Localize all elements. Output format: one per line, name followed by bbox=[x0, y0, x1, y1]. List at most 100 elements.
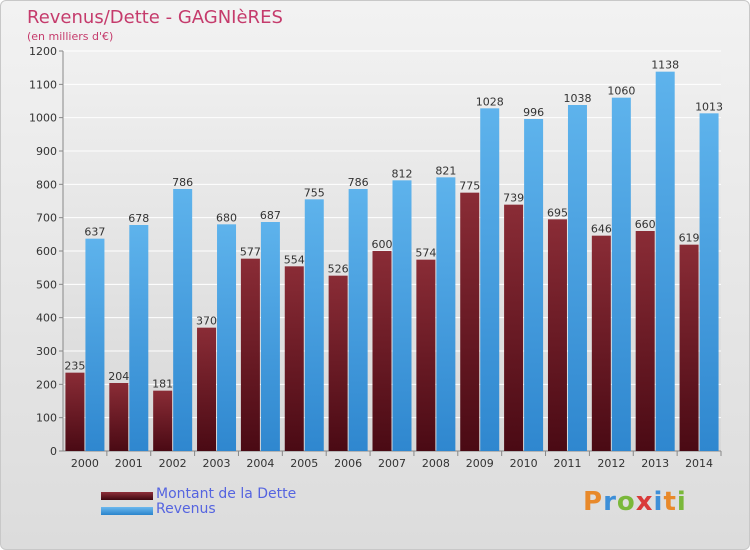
bar-dette-2009 bbox=[460, 192, 480, 451]
bar-revenus-2005 bbox=[304, 199, 324, 451]
value-label-dette-2014: 619 bbox=[679, 232, 700, 245]
y-tick-label-1200: 1200 bbox=[29, 45, 57, 58]
bar-dette-2000 bbox=[65, 372, 85, 451]
value-label-dette-2000: 235 bbox=[64, 360, 85, 373]
y-tick-label-600: 600 bbox=[36, 245, 57, 258]
bar-revenus-2013 bbox=[655, 71, 675, 452]
proxiti-logo: Proxiti bbox=[583, 487, 687, 517]
y-tick-label-1100: 1100 bbox=[29, 78, 57, 91]
value-label-dette-2011: 695 bbox=[547, 206, 568, 219]
bar-revenus-2008 bbox=[436, 177, 456, 452]
bar-revenus-2006 bbox=[348, 189, 368, 451]
bar-dette-2007 bbox=[372, 251, 392, 451]
y-tick-label-100: 100 bbox=[36, 412, 57, 425]
value-label-dette-2012: 646 bbox=[591, 223, 612, 236]
logo-letter: o bbox=[616, 487, 636, 517]
value-label-revenus-2013: 1138 bbox=[651, 59, 679, 72]
y-tick-label-900: 900 bbox=[36, 145, 57, 158]
x-tick-label-2014: 2014 bbox=[685, 457, 713, 470]
x-tick-label-2002: 2002 bbox=[159, 457, 187, 470]
bar-dette-2004 bbox=[240, 258, 260, 451]
value-label-revenus-2006: 786 bbox=[348, 176, 369, 189]
value-label-dette-2002: 181 bbox=[152, 378, 173, 391]
x-tick-label-2003: 2003 bbox=[203, 457, 231, 470]
value-label-revenus-2010: 996 bbox=[523, 106, 544, 119]
value-label-dette-2010: 739 bbox=[503, 192, 524, 205]
value-label-revenus-2008: 821 bbox=[435, 164, 456, 177]
bar-revenus-2011 bbox=[567, 105, 587, 451]
value-label-dette-2004: 577 bbox=[240, 246, 261, 259]
x-tick-label-2007: 2007 bbox=[378, 457, 406, 470]
bar-dette-2011 bbox=[547, 219, 567, 451]
chart-subtitle: (en milliers d'€) bbox=[27, 30, 114, 43]
value-label-dette-2003: 370 bbox=[196, 315, 217, 328]
value-label-revenus-2004: 687 bbox=[260, 209, 281, 222]
bar-revenus-2014 bbox=[699, 113, 719, 451]
value-label-revenus-2007: 812 bbox=[392, 167, 413, 180]
value-label-revenus-2001: 678 bbox=[128, 212, 149, 225]
value-label-dette-2013: 660 bbox=[635, 218, 656, 231]
x-tick-label-2006: 2006 bbox=[334, 457, 362, 470]
chart-title: Revenus/Dette - GAGNIèRES bbox=[27, 7, 283, 28]
y-tick-label-800: 800 bbox=[36, 178, 57, 191]
value-label-dette-2009: 775 bbox=[459, 180, 480, 193]
logo-letter: x bbox=[635, 487, 654, 517]
x-tick-label-2012: 2012 bbox=[597, 457, 625, 470]
x-tick-label-2004: 2004 bbox=[246, 457, 274, 470]
value-label-revenus-2011: 1038 bbox=[563, 92, 591, 105]
bar-dette-2008 bbox=[416, 259, 436, 451]
bar-revenus-2012 bbox=[611, 97, 631, 452]
x-tick-label-2011: 2011 bbox=[553, 457, 581, 470]
logo-letter: i bbox=[676, 487, 687, 517]
bar-dette-2006 bbox=[328, 275, 348, 451]
logo-letter: r bbox=[603, 487, 617, 517]
value-label-revenus-2012: 1060 bbox=[607, 85, 635, 98]
value-label-revenus-2000: 637 bbox=[84, 226, 105, 239]
value-label-dette-2005: 554 bbox=[284, 253, 305, 266]
value-label-dette-2007: 600 bbox=[372, 238, 393, 251]
bar-revenus-2001 bbox=[129, 225, 149, 451]
bar-dette-2013 bbox=[635, 231, 655, 451]
x-tick-label-2008: 2008 bbox=[422, 457, 450, 470]
bar-dette-2005 bbox=[284, 266, 304, 451]
bar-dette-2010 bbox=[504, 204, 524, 451]
x-tick-label-2000: 2000 bbox=[71, 457, 99, 470]
y-tick-label-700: 700 bbox=[36, 212, 57, 225]
x-tick-label-2010: 2010 bbox=[510, 457, 538, 470]
bar-revenus-2000 bbox=[85, 238, 105, 451]
bar-revenus-2003 bbox=[217, 224, 237, 451]
legend-swatch-revenus bbox=[101, 507, 153, 515]
value-label-revenus-2002: 786 bbox=[172, 176, 193, 189]
logo-letter: i bbox=[653, 487, 664, 517]
bar-revenus-2007 bbox=[392, 180, 412, 452]
bar-dette-2002 bbox=[153, 390, 173, 451]
bar-revenus-2004 bbox=[260, 222, 280, 451]
value-label-revenus-2003: 680 bbox=[216, 211, 237, 224]
legend-label-revenus: Revenus bbox=[156, 501, 216, 517]
bar-dette-2003 bbox=[197, 327, 217, 451]
x-tick-label-2013: 2013 bbox=[641, 457, 669, 470]
bar-dette-2012 bbox=[591, 235, 611, 451]
x-tick-label-2005: 2005 bbox=[290, 457, 318, 470]
y-tick-label-0: 0 bbox=[50, 445, 57, 458]
x-tick-label-2009: 2009 bbox=[466, 457, 494, 470]
y-tick-label-1000: 1000 bbox=[29, 112, 57, 125]
bar-dette-2001 bbox=[109, 383, 129, 451]
y-tick-label-300: 300 bbox=[36, 345, 57, 358]
y-tick-label-400: 400 bbox=[36, 312, 57, 325]
bar-dette-2014 bbox=[679, 244, 699, 451]
value-label-revenus-2009: 1028 bbox=[476, 95, 504, 108]
logo-letter: P bbox=[583, 487, 604, 517]
value-label-revenus-2014: 1013 bbox=[695, 100, 723, 113]
value-label-dette-2008: 574 bbox=[415, 247, 436, 260]
value-label-revenus-2005: 755 bbox=[304, 186, 325, 199]
bar-revenus-2009 bbox=[480, 108, 500, 451]
logo-letter: t bbox=[663, 487, 677, 517]
bar-revenus-2002 bbox=[173, 189, 193, 451]
x-tick-label-2001: 2001 bbox=[115, 457, 143, 470]
y-tick-label-500: 500 bbox=[36, 278, 57, 291]
y-tick-label-200: 200 bbox=[36, 378, 57, 391]
value-label-dette-2001: 204 bbox=[108, 370, 129, 383]
